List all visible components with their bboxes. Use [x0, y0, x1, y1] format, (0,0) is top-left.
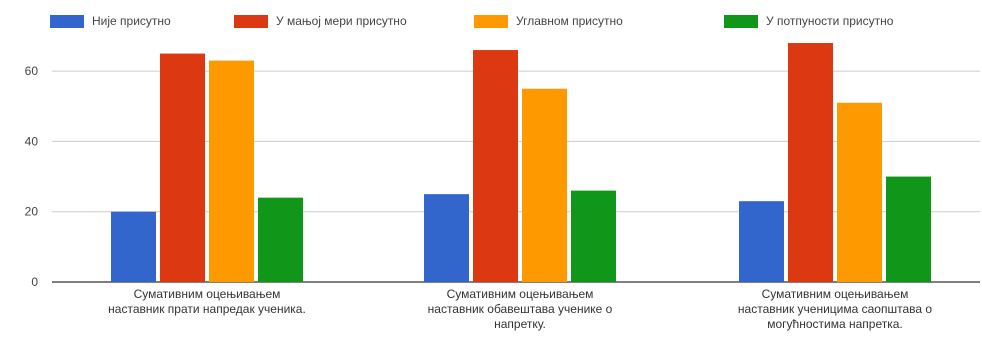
bar-series-2-category-2 — [473, 50, 518, 282]
bar-series-4-category-2 — [571, 190, 616, 282]
bar-series-3-category-1 — [209, 60, 254, 282]
bar-series-4-category-1 — [258, 197, 303, 282]
legend-item-2: У мањој мери присутно — [234, 14, 407, 28]
x-category-label-1: Сумативним оцењивањем наставник прати нап… — [57, 287, 357, 317]
x-category-label-3: Сумативним оцењивањем наставник ученицима… — [685, 287, 982, 332]
legend-label-3: Углавном присутно — [516, 14, 623, 28]
bar-series-3-category-2 — [522, 88, 567, 282]
legend-label-1: Није присутно — [92, 14, 171, 28]
x-category-label-2: Сумативним оцењивањем наставник обавештав… — [370, 287, 670, 332]
y-tick-label: 0 — [31, 275, 38, 289]
legend-item-1: Није присутно — [50, 14, 171, 28]
bar-series-1-category-1 — [111, 211, 156, 282]
y-tick-label: 40 — [25, 134, 39, 148]
bar-series-2-category-3 — [788, 43, 833, 283]
x-category-label-line: Сумативним оцењивањем — [446, 287, 594, 301]
bar-series-1-category-3 — [739, 201, 784, 282]
bar-series-2-category-1 — [160, 53, 205, 283]
bar-series-4-category-3 — [886, 176, 931, 282]
y-tick-label: 20 — [25, 205, 39, 219]
x-category-label-line: Сумативним оцењивањем — [761, 287, 909, 301]
x-category-label-line: наставник ученицима саопштава о — [737, 302, 933, 316]
bar-series-1-category-2 — [424, 194, 469, 282]
x-category-label-line: наставник обавештава ученике о — [427, 302, 613, 316]
y-tick-label: 60 — [25, 64, 39, 78]
legend-label-4: У потпуности присутно — [766, 14, 894, 28]
bar-series-3-category-3 — [837, 102, 882, 283]
legend-item-4: У потпуности присутно — [724, 14, 893, 28]
legend-item-3: Углавном присутно — [474, 14, 623, 28]
x-category-label-line: Сумативним оцењивањем — [133, 287, 281, 301]
legend-swatch-3 — [474, 14, 508, 28]
legend-swatch-4 — [724, 14, 758, 28]
legend-swatch-2 — [234, 14, 268, 28]
legend-swatch-1 — [50, 14, 84, 28]
x-category-label-line: наставник прати напредак ученика. — [108, 302, 306, 316]
legend-label-2: У мањој мери присутно — [276, 14, 407, 28]
x-category-label-line: могућностима напретка. — [767, 317, 903, 331]
x-category-label-line: напретку. — [494, 317, 546, 331]
